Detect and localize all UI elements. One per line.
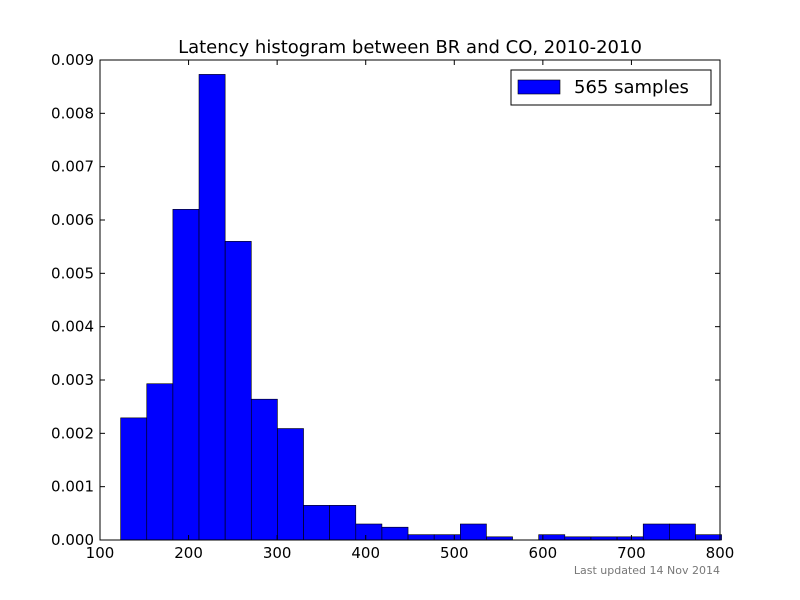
histogram-bar (224, 241, 252, 541)
x-tick-label: 400 (351, 544, 380, 562)
y-tick-label: 0.005 (51, 264, 94, 282)
x-tick-label: 500 (440, 544, 469, 562)
histogram-bar (277, 428, 304, 541)
last-updated-text: Last updated 14 Nov 2014 (574, 564, 720, 577)
y-tick-label: 0.008 (51, 104, 94, 122)
histogram-bar (460, 523, 487, 541)
histogram-bar (407, 534, 435, 541)
legend-swatch (517, 79, 561, 95)
x-tick-label: 700 (617, 544, 646, 562)
y-tick-label: 0.000 (51, 531, 94, 549)
histogram-bar (355, 523, 383, 541)
bars-group (120, 74, 722, 541)
histogram-bar (329, 505, 357, 541)
x-tick-label: 200 (174, 544, 203, 562)
histogram-bar (381, 526, 409, 541)
histogram-bar (303, 505, 330, 541)
y-tick-label: 0.007 (51, 158, 94, 176)
legend-label: 565 samples (574, 77, 689, 98)
histogram-bar (198, 74, 226, 541)
histogram-bar (172, 209, 200, 541)
chart-title: Latency histogram between BR and CO, 201… (178, 37, 642, 58)
y-tick-label: 0.004 (51, 318, 94, 336)
histogram-bar (146, 383, 174, 541)
x-tick-label: 800 (706, 544, 735, 562)
x-tick-label: 600 (529, 544, 558, 562)
y-tick-label: 0.002 (51, 424, 94, 442)
x-tick-label: 300 (263, 544, 292, 562)
histogram-bar (642, 523, 670, 541)
x-tick-label: 100 (86, 544, 115, 562)
plot-frame (99, 59, 721, 541)
ticks-group: 100 200 300 400 500 600 700 800 0.000 0.001 0.002 0… (51, 51, 734, 562)
histogram-bar (669, 523, 696, 541)
y-tick-label: 0.001 (51, 478, 94, 496)
histogram-bar (433, 534, 461, 541)
histogram-bar (695, 534, 722, 541)
y-tick-label: 0.006 (51, 211, 94, 229)
legend: 565 samples (510, 69, 712, 106)
y-tick-label: 0.009 (51, 51, 94, 69)
y-tick-label: 0.003 (51, 371, 94, 389)
histogram-bar (250, 398, 278, 541)
histogram-bar (120, 417, 148, 541)
